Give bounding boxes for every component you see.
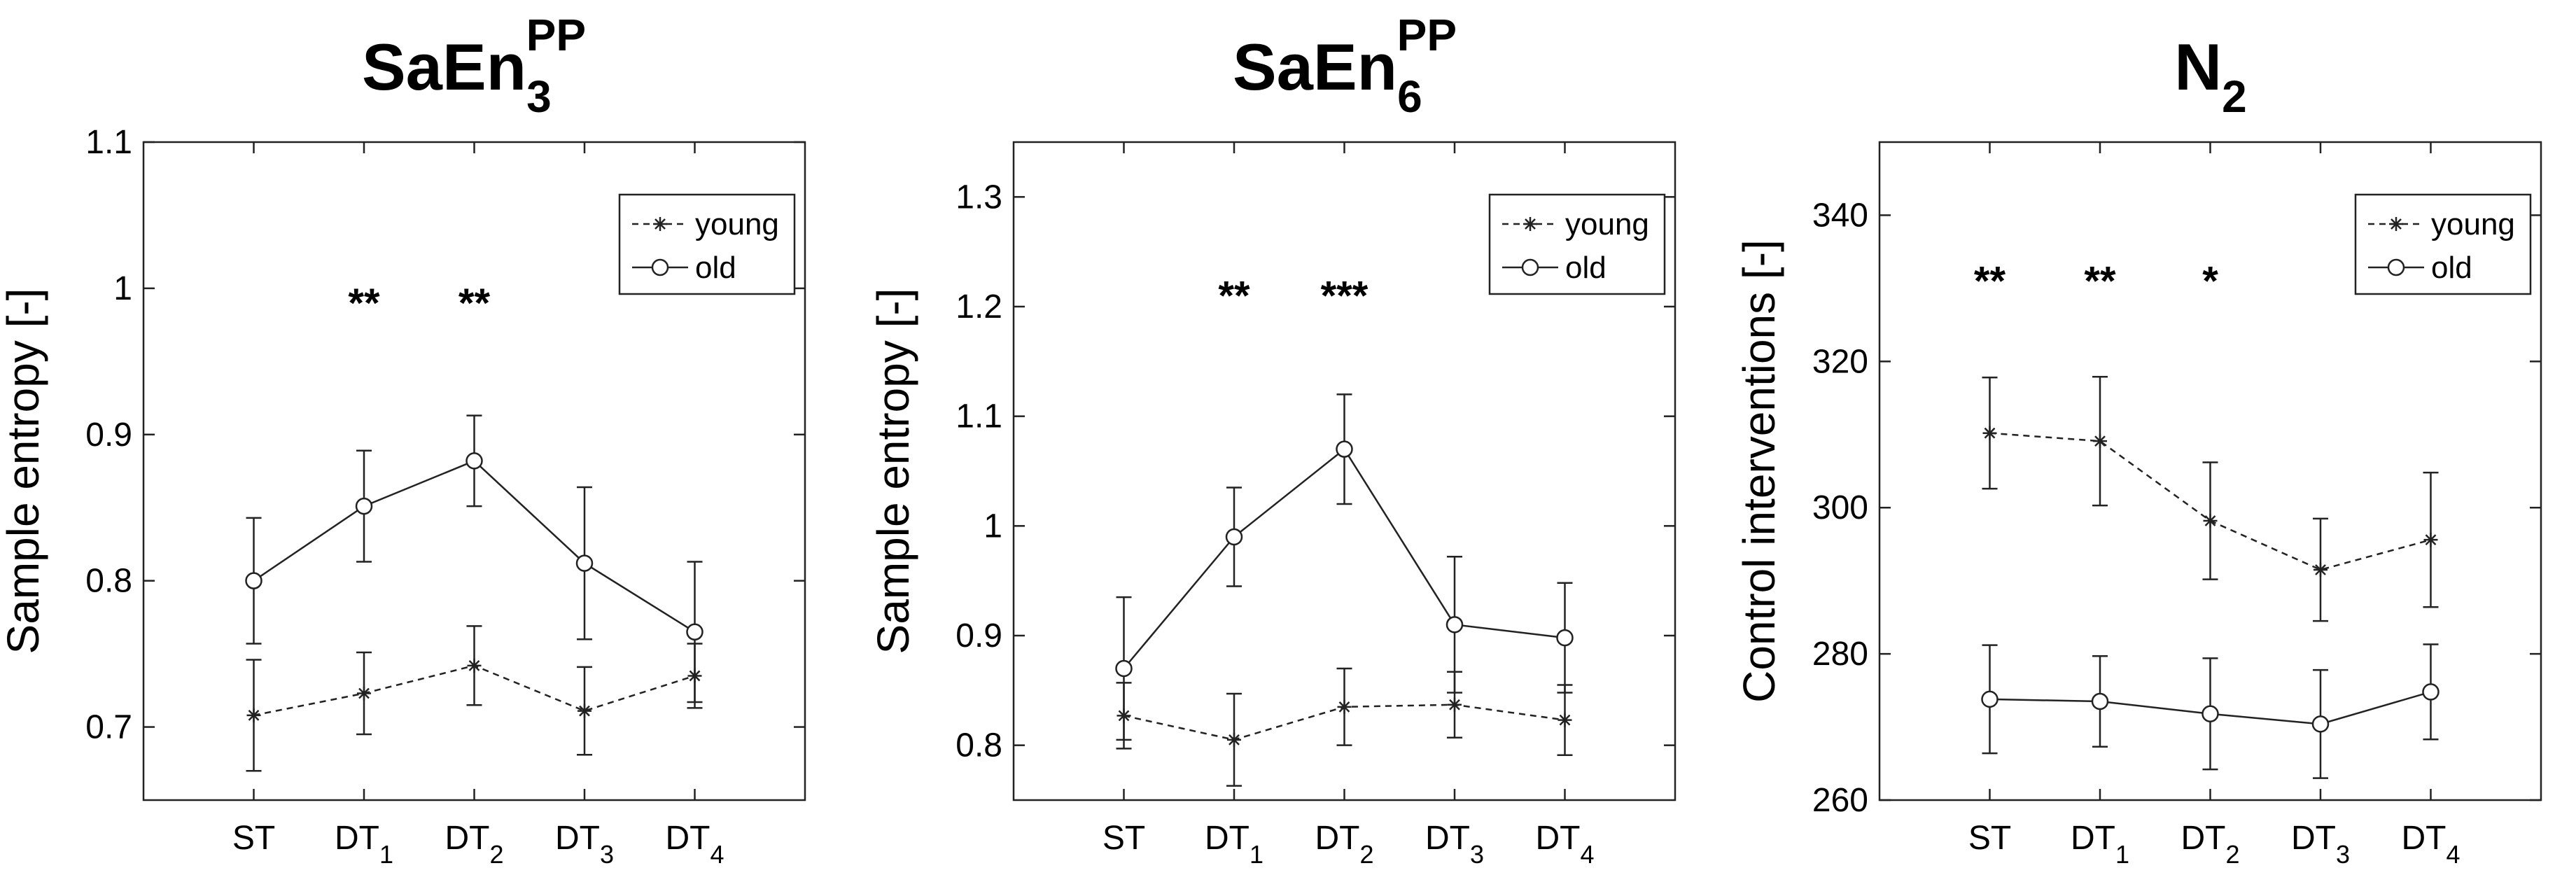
- data-point-old: [1225, 528, 1243, 546]
- x-tick-label: DT3: [1425, 820, 1484, 869]
- data-point-old: [245, 572, 262, 589]
- data-point-young: [578, 704, 592, 718]
- chart-title: SaEn6PP: [1233, 10, 1457, 122]
- data-point-young: [2314, 563, 2328, 577]
- data-point-old: [355, 497, 373, 515]
- data-point-old: [2091, 692, 2109, 710]
- y-tick-label: 1.2: [955, 288, 1002, 326]
- x-tick-label: DT4: [665, 820, 724, 869]
- legend-box: [618, 193, 796, 295]
- significance-marker: **: [458, 281, 491, 326]
- y-tick-label: 320: [1812, 343, 1868, 380]
- data-point-old: [1981, 690, 1998, 708]
- x-tick-label: DT2: [1315, 820, 1373, 869]
- significance-marker: *: [2202, 258, 2218, 304]
- y-tick-label: 0.7: [85, 709, 132, 746]
- y-axis-label: Sample entropy [-]: [868, 288, 918, 654]
- y-tick-label: 0.9: [85, 416, 132, 454]
- data-point-old: [2311, 715, 2330, 733]
- y-tick-label: 1.1: [85, 124, 132, 161]
- data-point-old: [465, 452, 483, 470]
- data-point-young: [1558, 713, 1572, 727]
- data-point-old: [1115, 659, 1133, 678]
- y-tick-label: 1: [983, 507, 1002, 545]
- y-tick-label: 260: [1812, 782, 1868, 819]
- significance-marker: **: [2084, 258, 2116, 304]
- significance-marker: **: [1974, 258, 2006, 304]
- data-point-young: [1227, 732, 1241, 747]
- data-point-old: [1556, 629, 1574, 647]
- data-point-young: [2093, 434, 2107, 449]
- legend-marker-old: [2387, 258, 2405, 276]
- y-tick-label: 1.1: [955, 398, 1002, 435]
- legend-box: [1488, 193, 1666, 295]
- data-point-young: [1982, 426, 1997, 440]
- x-tick-label: DT1: [2071, 820, 2129, 869]
- y-tick-label: 0.8: [85, 563, 132, 600]
- data-point-old: [1336, 440, 1353, 458]
- y-axis-label: Sample entropy [-]: [0, 288, 48, 654]
- legend-marker-old: [1521, 258, 1539, 276]
- data-point-young: [2203, 514, 2218, 528]
- data-point-young: [2423, 533, 2438, 547]
- x-tick-label: DT4: [2401, 820, 2460, 869]
- legend-label-young: young: [1565, 207, 1649, 241]
- data-point-old: [2202, 705, 2219, 723]
- significance-marker: **: [348, 281, 380, 326]
- legend-marker-young: [1523, 217, 1537, 231]
- x-tick-label: ST: [1102, 820, 1145, 857]
- data-point-young: [1448, 697, 1462, 712]
- legend-label-young: young: [2431, 207, 2515, 241]
- legend: young old: [1488, 193, 1666, 295]
- data-point-young: [467, 658, 482, 673]
- legend-marker-young: [653, 217, 667, 231]
- chart-title: SaEn3PP: [362, 10, 586, 122]
- legend: young old: [2354, 193, 2532, 295]
- x-tick-label: ST: [1968, 820, 2011, 857]
- significance-marker: ***: [1321, 273, 1368, 318]
- y-axis-label: Control interventions [-]: [1734, 239, 1784, 703]
- data-point-old: [2422, 683, 2440, 701]
- y-tick-label: 280: [1812, 636, 1868, 673]
- data-point-old: [686, 623, 704, 641]
- x-tick-label: DT2: [2180, 820, 2239, 869]
- y-tick-label: 300: [1812, 489, 1868, 526]
- x-tick-label: DT4: [1535, 820, 1594, 869]
- legend-label-young: young: [695, 207, 779, 241]
- x-tick-label: DT1: [1205, 820, 1264, 869]
- x-tick-label: DT3: [2291, 820, 2350, 869]
- chart-panel-3: N2 260 280 300 320 340 ST DT1 DT2 DT3 DT4 Control i…: [1734, 30, 2542, 869]
- data-point-young: [1337, 699, 1352, 714]
- y-tick-label: 340: [1812, 197, 1868, 234]
- legend: young old: [618, 193, 796, 295]
- data-point-young: [246, 708, 261, 722]
- legend-marker-young: [2389, 217, 2403, 231]
- y-tick-label: 1: [113, 270, 132, 307]
- data-point-young: [357, 686, 371, 701]
- x-tick-label: DT2: [444, 820, 503, 869]
- legend-label-old: old: [1565, 251, 1606, 285]
- significance-marker: **: [1218, 273, 1250, 318]
- legend-marker-old: [651, 258, 669, 276]
- data-point-old: [1446, 616, 1464, 634]
- chart-panel-1: SaEn3PP 0.7 0.8 0.9 1 1.1 ST DT1 DT2 DT3 DT4 Sample…: [0, 10, 806, 869]
- legend-label-old: old: [2431, 251, 2472, 285]
- y-tick-label: 0.9: [955, 617, 1002, 654]
- x-tick-label: ST: [232, 820, 275, 857]
- legend-label-old: old: [695, 251, 736, 285]
- y-tick-label: 0.8: [955, 727, 1002, 764]
- data-point-old: [575, 554, 594, 572]
- chart-title: N2: [2174, 30, 2246, 122]
- y-tick-label: 1.3: [955, 178, 1002, 216]
- chart-panel-2: SaEn6PP 0.8 0.9 1 1.1 1.2 1.3 ST DT1 DT2 DT3 DT4 Sam…: [868, 10, 1676, 869]
- x-tick-label: DT3: [555, 820, 614, 869]
- legend-box: [2354, 193, 2532, 295]
- x-tick-label: DT1: [335, 820, 393, 869]
